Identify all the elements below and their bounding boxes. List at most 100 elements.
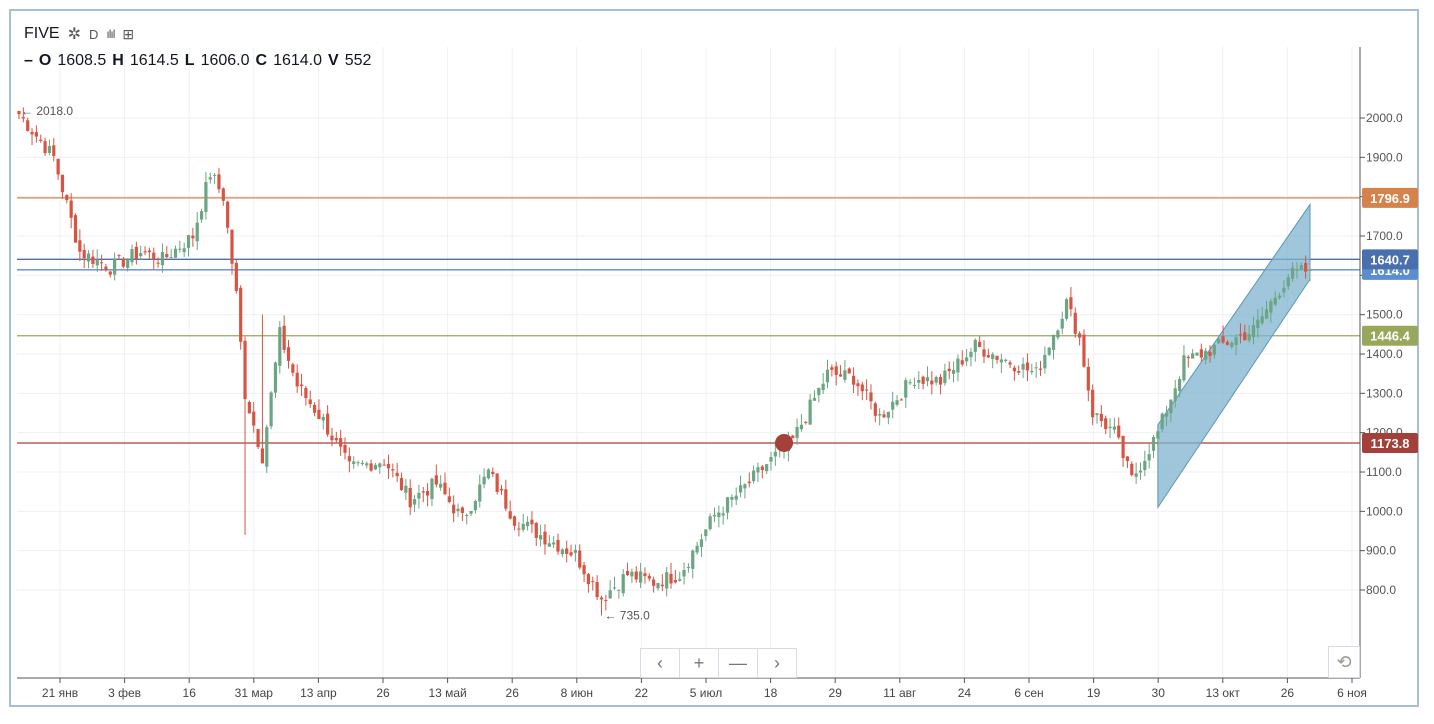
candle	[304, 386, 308, 406]
candle-body	[708, 516, 712, 530]
reset-chart-button[interactable]: ⟲	[1328, 646, 1360, 678]
candle-body	[1260, 316, 1264, 324]
open-value: 1608.5	[57, 52, 107, 69]
candle	[130, 244, 134, 266]
bars-icon[interactable]: ılıl	[106, 27, 115, 41]
candle	[1160, 412, 1164, 433]
candle-body	[1269, 301, 1273, 313]
candle-body	[86, 253, 91, 262]
candle	[647, 573, 651, 582]
candle	[986, 348, 990, 359]
candle-body	[443, 482, 447, 495]
candle-body	[1017, 371, 1021, 373]
candle-body	[669, 573, 673, 584]
candle	[147, 247, 152, 259]
scroll-left-button[interactable]: ‹	[641, 649, 680, 677]
candle	[625, 562, 630, 577]
y-tick-label: 1700.0	[1366, 229, 1403, 243]
zoom-in-button[interactable]: +	[680, 649, 719, 677]
candle-body	[1182, 355, 1186, 381]
candle	[769, 451, 773, 471]
candle-body	[139, 253, 143, 257]
interval-label[interactable]: D	[88, 26, 99, 42]
candle-body	[39, 139, 43, 142]
candle-body	[230, 229, 234, 264]
candle-body	[1173, 388, 1177, 401]
candle-body	[1156, 431, 1160, 439]
candle-body	[1160, 413, 1164, 430]
candle	[1212, 343, 1216, 359]
candle-body	[556, 539, 560, 552]
y-tick-label: 1400.0	[1366, 347, 1403, 361]
candle	[269, 391, 273, 430]
candle-body	[765, 464, 769, 472]
channel-area[interactable]	[1157, 202, 1311, 510]
candle	[817, 387, 821, 403]
candle-body	[147, 250, 152, 253]
candle-body	[756, 467, 760, 473]
symbol-label[interactable]: FIVE	[24, 25, 60, 42]
price-label-text: 1796.9	[1370, 191, 1410, 206]
candle-body	[152, 252, 156, 260]
candle-body	[317, 409, 321, 420]
candle	[1308, 265, 1312, 282]
price-label-bg	[1362, 325, 1418, 346]
candle	[99, 254, 104, 271]
candle-body	[99, 262, 104, 264]
candle	[638, 562, 643, 589]
candle	[773, 441, 777, 466]
candle	[1234, 334, 1238, 356]
candle	[699, 533, 704, 557]
candle-body	[795, 426, 799, 438]
candle	[1047, 346, 1051, 357]
candle	[234, 260, 238, 294]
candle-body	[1099, 413, 1103, 421]
candle-body	[456, 508, 460, 512]
x-tick-label: 8 июн	[561, 686, 593, 700]
candle-body	[291, 364, 295, 373]
candle-body	[278, 327, 282, 366]
x-tick-label: 22	[635, 686, 649, 700]
candle	[317, 399, 321, 420]
gear-icon[interactable]: ✲	[67, 26, 81, 43]
candle	[617, 589, 621, 599]
candle-body	[539, 535, 543, 540]
zoom-out-button[interactable]: —	[719, 649, 758, 677]
collapse-icon[interactable]: –	[24, 52, 33, 69]
add-compare-icon[interactable]: ⊞	[122, 25, 135, 42]
candle	[825, 359, 830, 389]
candle-body	[334, 437, 338, 441]
price-channel[interactable]	[1157, 202, 1311, 510]
candle-body	[1299, 265, 1303, 270]
candle-body	[725, 497, 730, 513]
candle-body	[634, 571, 638, 580]
candle-body	[1091, 389, 1095, 418]
scroll-right-button[interactable]: ›	[774, 652, 780, 673]
candle-body	[521, 523, 525, 530]
candle-body	[60, 174, 65, 193]
candle-body	[1060, 318, 1064, 329]
candle-body	[117, 255, 121, 257]
candle-body	[165, 254, 169, 258]
candle-body	[595, 582, 599, 598]
candle	[278, 320, 282, 374]
candle-body	[1125, 456, 1130, 462]
candle	[213, 173, 217, 184]
candle-body	[243, 340, 247, 400]
candle-body	[404, 485, 408, 493]
candle	[430, 477, 434, 507]
alert-dot[interactable]	[775, 433, 794, 452]
candle-body	[412, 499, 417, 505]
candle-body	[673, 580, 677, 583]
candle	[1156, 430, 1160, 447]
candle-body	[69, 200, 73, 218]
x-tick-label: 18	[764, 686, 778, 700]
candle-body	[1164, 412, 1169, 417]
candle-body	[695, 545, 699, 553]
candle-body	[91, 256, 95, 264]
candle	[134, 241, 138, 265]
candle-body	[1191, 353, 1195, 359]
candle-body	[838, 374, 843, 377]
x-tick-label: 13 май	[428, 686, 466, 700]
